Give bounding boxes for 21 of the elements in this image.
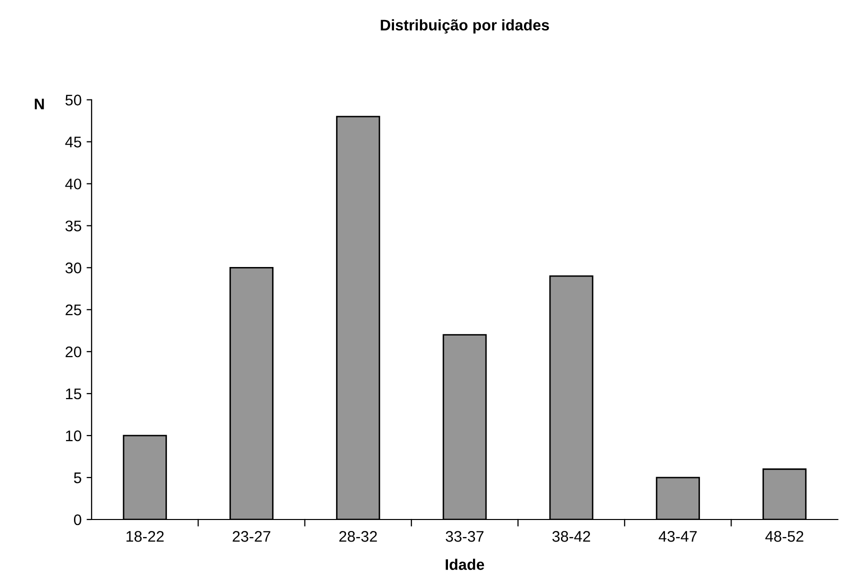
x-tick-label: 28-32: [339, 531, 377, 542]
y-tick-label: 15: [66, 388, 82, 400]
x-tick-label: 43-47: [658, 531, 697, 542]
y-tick-label: 35: [65, 220, 82, 232]
x-tick-label: 23-27: [232, 531, 270, 542]
y-tick-label: 45: [65, 136, 82, 148]
chart-title: Distribuição por idades: [380, 19, 549, 34]
y-tick-label: 20: [66, 346, 82, 358]
y-tick-label: 5: [74, 472, 82, 484]
x-tick-label: 18-22: [126, 531, 164, 542]
y-axis-title: N: [34, 98, 44, 110]
x-tick-label: 48-52: [765, 531, 804, 542]
x-tick-label: 33-37: [446, 531, 484, 542]
y-tick-label: 0: [74, 514, 82, 526]
y-tick-label: 25: [66, 304, 82, 316]
y-tick-label: 50: [65, 94, 82, 106]
x-axis-title: Idade: [446, 558, 484, 570]
y-tick-label: 40: [65, 178, 82, 190]
y-tick-label: 10: [66, 430, 82, 442]
x-tick-label: 38-42: [552, 531, 590, 542]
y-tick-label: 30: [65, 262, 82, 274]
